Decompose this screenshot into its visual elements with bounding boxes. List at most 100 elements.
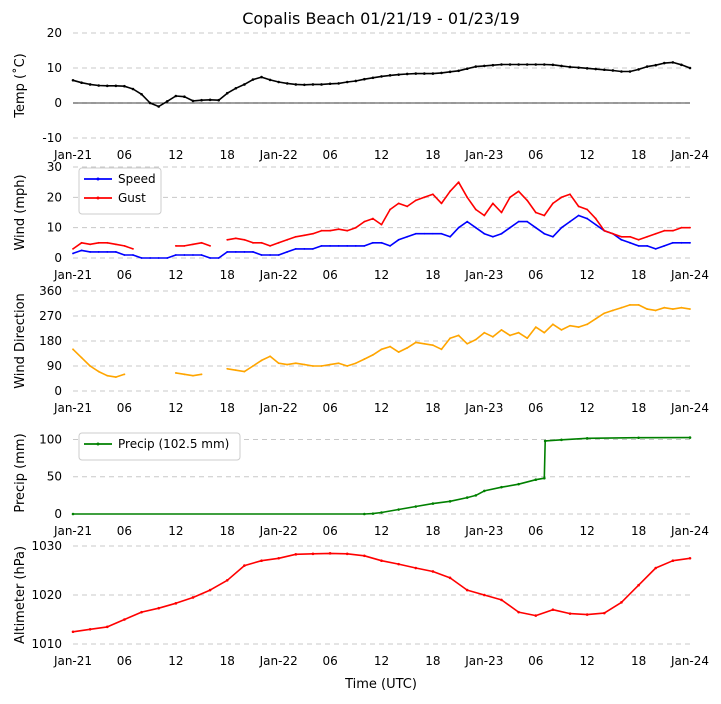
y-tick-label: 10 <box>47 61 62 75</box>
data-point <box>457 334 460 337</box>
data-point <box>457 69 460 73</box>
y-tick-label: 0 <box>54 96 62 110</box>
data-point <box>363 220 366 223</box>
data-point <box>457 226 460 229</box>
data-point <box>569 324 571 327</box>
data-point <box>405 72 409 76</box>
data-point <box>123 84 126 88</box>
x-tick-label: 18 <box>631 401 646 415</box>
data-point <box>200 98 203 102</box>
data-point <box>372 241 374 244</box>
data-point <box>200 254 203 256</box>
data-point <box>260 241 263 244</box>
data-point <box>474 65 478 68</box>
data-point <box>406 235 409 238</box>
panel-temp: -10 0 10 20 Temp (˚C) Jan-21 06 12 18 Jan-22 06 12 1… <box>12 26 709 162</box>
data-point <box>363 77 366 81</box>
x-axis-label: Time (UTC) <box>344 677 417 692</box>
x-tick-label: 06 <box>322 148 337 162</box>
data-point <box>551 608 555 611</box>
x-tick-label: 12 <box>374 524 389 538</box>
data-point <box>320 244 323 247</box>
data-point <box>157 105 160 108</box>
data-point <box>526 337 529 340</box>
panel-precip: 0 50 100 Precip (mm) Jan-21 06 12 18 Jan-22 06 12 1… <box>13 432 709 538</box>
data-point <box>303 248 306 250</box>
data-point <box>492 235 494 238</box>
data-point <box>560 64 563 68</box>
data-point <box>183 244 186 247</box>
data-point <box>492 202 494 205</box>
data-point <box>611 232 614 235</box>
data-point <box>97 84 101 87</box>
data-point <box>680 63 683 67</box>
data-point <box>620 306 623 309</box>
data-point <box>72 252 74 255</box>
data-point <box>534 326 537 329</box>
data-point <box>688 66 692 70</box>
data-point <box>192 374 194 377</box>
data-point <box>337 244 340 247</box>
y-tick-label: 180 <box>39 334 62 348</box>
x-tick-label: 06 <box>117 654 132 668</box>
x-tick-label: 18 <box>220 654 235 668</box>
x-tick-label: 18 <box>631 524 646 538</box>
data-point <box>654 63 658 67</box>
data-point <box>466 196 469 199</box>
data-point <box>654 309 657 312</box>
x-tick-label: 18 <box>220 401 235 415</box>
data-point <box>157 606 160 610</box>
data-point <box>586 208 589 211</box>
data-point <box>312 232 314 235</box>
x-tick-label: Jan-22 <box>259 401 298 415</box>
data-point <box>226 238 229 241</box>
data-point <box>594 223 597 226</box>
data-point <box>380 559 383 562</box>
data-point <box>517 220 520 223</box>
data-point <box>285 82 289 85</box>
legend-label: Precip (102.5 mm) <box>118 437 229 451</box>
data-point <box>492 335 494 338</box>
data-point <box>500 598 503 602</box>
series-line <box>72 552 691 633</box>
data-point <box>208 588 212 592</box>
legend: Speed Gust <box>78 167 162 215</box>
series-line <box>72 61 691 108</box>
data-point <box>303 363 306 366</box>
data-point <box>526 220 529 223</box>
series-line <box>227 304 691 373</box>
x-tick-label: 18 <box>220 524 235 538</box>
data-point <box>560 226 563 229</box>
series-precip-102-5-mm- <box>71 436 692 516</box>
data-point <box>406 205 409 208</box>
data-point <box>277 241 280 244</box>
x-tick-label: 06 <box>528 148 543 162</box>
data-point <box>534 478 538 482</box>
data-point <box>345 552 349 556</box>
data-point <box>543 63 546 66</box>
x-tick-label: Jan-21 <box>53 524 92 538</box>
data-point <box>114 376 117 379</box>
data-point <box>543 331 546 334</box>
data-point <box>71 630 75 634</box>
data-point <box>423 72 426 75</box>
data-point <box>71 78 75 82</box>
data-point <box>440 348 443 351</box>
data-point <box>465 588 469 592</box>
data-point <box>551 63 555 67</box>
data-point <box>106 251 109 253</box>
data-point <box>491 63 495 67</box>
data-point <box>372 353 374 356</box>
data-point <box>646 308 649 310</box>
x-tick-label: Jan-23 <box>464 524 503 538</box>
data-point <box>397 562 400 566</box>
data-point <box>483 489 486 493</box>
data-point <box>483 593 486 597</box>
data-point <box>517 190 520 193</box>
data-point <box>380 241 383 244</box>
data-point <box>663 244 666 247</box>
data-point <box>449 190 451 193</box>
